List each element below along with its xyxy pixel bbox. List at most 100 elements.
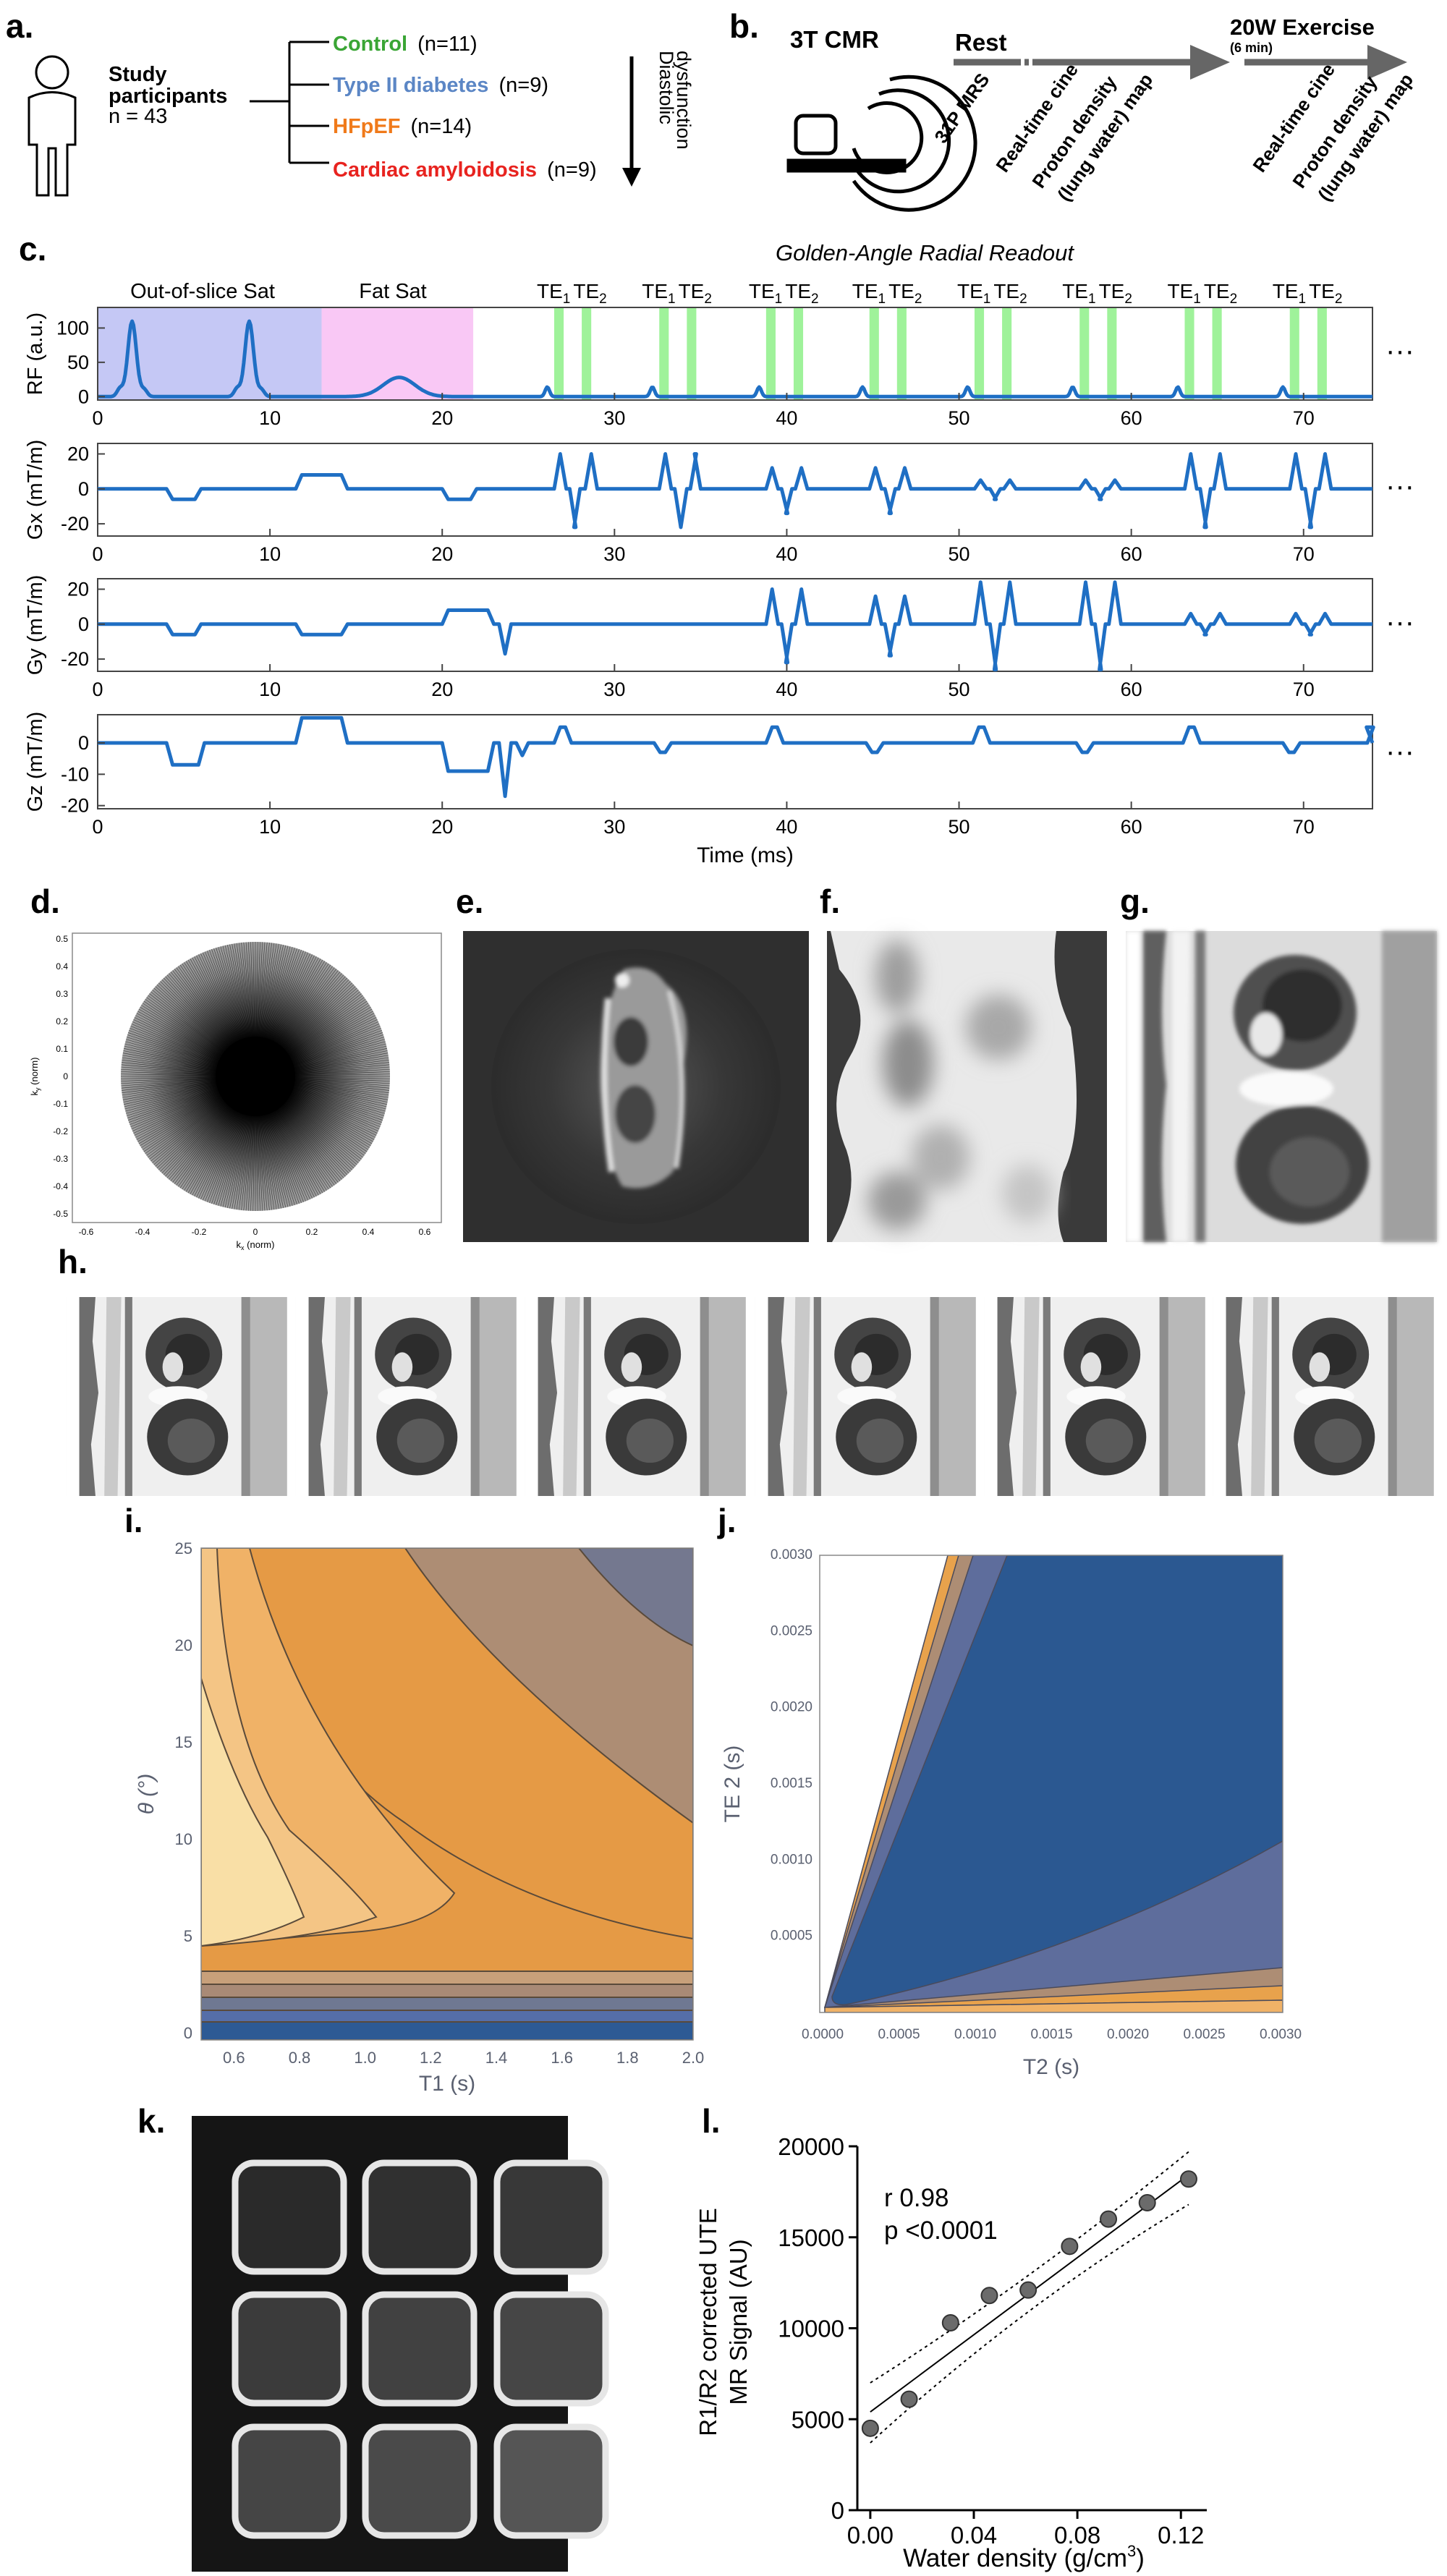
xtick-label: 50 <box>949 407 970 429</box>
j-ytick: 0.0005 <box>771 1929 812 1944</box>
subplot-ylabel-0: RF (a.u.) <box>24 313 47 395</box>
kx-axis-label: kx (norm) <box>237 1239 275 1251</box>
te-labels: TE1 TE2 TE1 TE2 TE1 TE2 TE1 TE2 TE1 TE2 TE1 TE2 TE1 T… <box>537 280 1342 307</box>
xtick-label: 30 <box>603 407 625 429</box>
te1-sub: 1 <box>1298 292 1306 307</box>
te1-window-0 <box>553 307 564 400</box>
xtick-label: 70 <box>1293 543 1315 565</box>
xtick-label: 10 <box>259 543 281 565</box>
panel-letter-a: a. <box>6 7 33 45</box>
panel-i-ticks: 0.6 0.8 1.0 1.2 1.4 1.6 1.8 2.0 0 5 10 15 20 25 <box>175 1539 705 2067</box>
i-xtick: 2.0 <box>682 2049 705 2067</box>
l-ytick-label: 0 <box>831 2497 844 2524</box>
l-ytick-label: 5000 <box>792 2406 844 2433</box>
te1-window-6 <box>1184 307 1194 400</box>
kx-main: k <box>237 1239 242 1250</box>
ytick-label: -20 <box>61 795 89 817</box>
xtick-label: 40 <box>776 543 797 565</box>
te2-window-0 <box>582 307 592 400</box>
panel-h-image-series <box>66 1297 1434 1496</box>
te1-text: TE <box>1167 280 1193 302</box>
j-xtick: 0.0030 <box>1260 2027 1302 2042</box>
panel-j-xlabel: T2 (s) <box>1023 2055 1079 2079</box>
panel-k-phantom-image <box>192 2116 609 2572</box>
series-frame-1 <box>66 1297 287 1496</box>
kspace-center <box>216 1037 295 1116</box>
l-ytick-label: 10000 <box>778 2316 844 2342</box>
xtick-label: 20 <box>431 816 453 838</box>
panel-d-kspace: -0.6 -0.4 -0.2 0 0.2 0.4 0.6 0.5 0.4 0.3 0.2 0.1 0 -0… <box>29 932 442 1251</box>
ytick-label: -10 <box>61 763 89 785</box>
te2-text: TE <box>1309 280 1335 302</box>
j-xtick: 0.0010 <box>954 2027 996 2042</box>
l-ylabel-line1: R1/R2 corrected UTE <box>695 2208 721 2436</box>
xtick-label: 0 <box>92 543 103 565</box>
te1-sub: 1 <box>878 292 886 307</box>
xtick-label: 0 <box>92 679 103 700</box>
l-xlabel-sup: 3 <box>1127 2542 1136 2560</box>
ky-tick: 0.3 <box>56 989 68 999</box>
te2-window-3 <box>896 307 907 400</box>
i-ytick: 10 <box>175 1830 192 1848</box>
ky-sub: y <box>34 1087 41 1091</box>
rest-label: Rest <box>955 29 1007 56</box>
te1-window-4 <box>974 307 985 400</box>
ytick-label: -20 <box>61 648 89 670</box>
j-ytick: 0.0010 <box>771 1852 812 1867</box>
panel-g-proton-density-image <box>1126 931 1437 1242</box>
ellipsis-gx: ··· <box>1386 470 1414 502</box>
i-xtick: 1.6 <box>551 2049 573 2067</box>
l-data-point <box>941 2313 959 2331</box>
te1-text: TE <box>852 280 878 302</box>
kspace-plot-frame <box>72 932 442 1223</box>
kx-tick: 0.2 <box>306 1227 318 1237</box>
subplot-ylabel-2: Gy (mT/m) <box>24 575 47 676</box>
waveform-0 <box>97 319 1373 399</box>
panel-letter-l: l. <box>702 2102 721 2140</box>
diastolic-label: Diastolic <box>655 51 677 124</box>
l-xlabel-main: Water density (g/cm <box>903 2544 1127 2572</box>
te1-text: TE <box>1273 280 1299 302</box>
kx-tick: 0.4 <box>362 1227 375 1237</box>
l-xtick-label: 0.04 <box>951 2522 997 2549</box>
te1-window-1 <box>659 307 669 400</box>
te1-text: TE <box>1062 280 1088 302</box>
ky-unit: (norm) <box>29 1058 40 1088</box>
j-ytick: 0.0025 <box>771 1623 812 1638</box>
te2-sub: 2 <box>1124 292 1132 307</box>
xtick-label: 10 <box>259 816 281 838</box>
l-data-point <box>1100 2210 1118 2228</box>
kx-tick: -0.4 <box>135 1227 150 1237</box>
group-diabetes: Type II diabetes (n=9) <box>333 74 548 97</box>
ky-tick: 0.1 <box>56 1044 68 1054</box>
te2-text: TE <box>785 280 811 302</box>
ky-tick: -0.5 <box>53 1209 68 1219</box>
j-xtick: 0.0015 <box>1030 2027 1072 2042</box>
te2-sub: 2 <box>811 292 819 307</box>
panel-j-ticks: 0.0000 0.0005 0.0010 0.0015 0.0020 0.0025 0.00… <box>771 1547 1302 2042</box>
group-hfpef-name: HFpEF <box>333 115 400 138</box>
te-label-5: TE1 TE2 <box>1062 280 1132 307</box>
xtick-label: 40 <box>776 816 797 838</box>
xtick-label: 60 <box>1121 407 1142 429</box>
l-data-point <box>1138 2193 1156 2211</box>
ytick-label: 0 <box>78 613 89 635</box>
panel-letter-k: k. <box>137 2102 165 2140</box>
te-label-4: TE1 TE2 <box>957 280 1027 307</box>
diastolic-arrow-icon <box>622 56 641 187</box>
ky-tick: -0.4 <box>53 1181 68 1191</box>
te1-sub: 1 <box>668 292 676 307</box>
ky-tick: -0.3 <box>53 1154 68 1164</box>
te1-window-2 <box>765 307 776 400</box>
panel-letter-i: i. <box>124 1502 143 1539</box>
waveform-3 <box>98 715 1375 799</box>
te-label-2: TE1 TE2 <box>749 280 819 307</box>
te1-text: TE <box>957 280 983 302</box>
l-xtick-label: 0.12 <box>1158 2522 1204 2549</box>
l-ytick-label: 20000 <box>778 2133 844 2160</box>
te1-text: TE <box>749 280 775 302</box>
group-amyloidosis-count: (n=9) <box>547 158 597 182</box>
l-data-point <box>1179 2170 1197 2188</box>
study-participants-title-1: Study <box>109 63 167 86</box>
